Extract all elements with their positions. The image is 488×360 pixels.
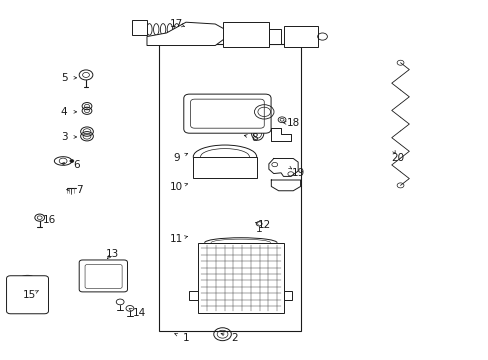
Text: 19: 19 — [291, 168, 304, 178]
Bar — [283, 26, 317, 47]
Bar — [268, 30, 281, 44]
FancyBboxPatch shape — [79, 260, 127, 292]
Text: 17: 17 — [169, 19, 183, 29]
Text: 2: 2 — [231, 333, 238, 343]
Text: 15: 15 — [22, 291, 36, 301]
Text: 16: 16 — [43, 215, 56, 225]
Text: 14: 14 — [133, 309, 146, 318]
Polygon shape — [189, 291, 198, 300]
Text: 12: 12 — [257, 220, 270, 230]
Text: 18: 18 — [286, 118, 299, 128]
Polygon shape — [147, 22, 229, 45]
Bar — [222, 22, 268, 47]
Bar — [159, 44, 300, 330]
Text: 11: 11 — [169, 234, 183, 244]
Text: 7: 7 — [76, 185, 83, 195]
Text: 6: 6 — [73, 159, 80, 170]
Bar — [198, 243, 283, 313]
Polygon shape — [283, 291, 292, 300]
Text: 8: 8 — [250, 133, 257, 143]
FancyBboxPatch shape — [193, 157, 256, 178]
Text: 10: 10 — [169, 182, 183, 192]
FancyBboxPatch shape — [6, 276, 48, 314]
FancyBboxPatch shape — [190, 99, 264, 128]
Bar — [132, 21, 147, 35]
Text: 3: 3 — [61, 132, 67, 142]
Text: 4: 4 — [61, 107, 67, 117]
Text: 9: 9 — [173, 153, 179, 163]
Text: 1: 1 — [183, 333, 189, 343]
FancyBboxPatch shape — [183, 94, 270, 133]
Circle shape — [70, 159, 74, 162]
Text: 20: 20 — [391, 153, 404, 163]
Text: 13: 13 — [106, 248, 119, 258]
Text: 5: 5 — [61, 73, 67, 83]
